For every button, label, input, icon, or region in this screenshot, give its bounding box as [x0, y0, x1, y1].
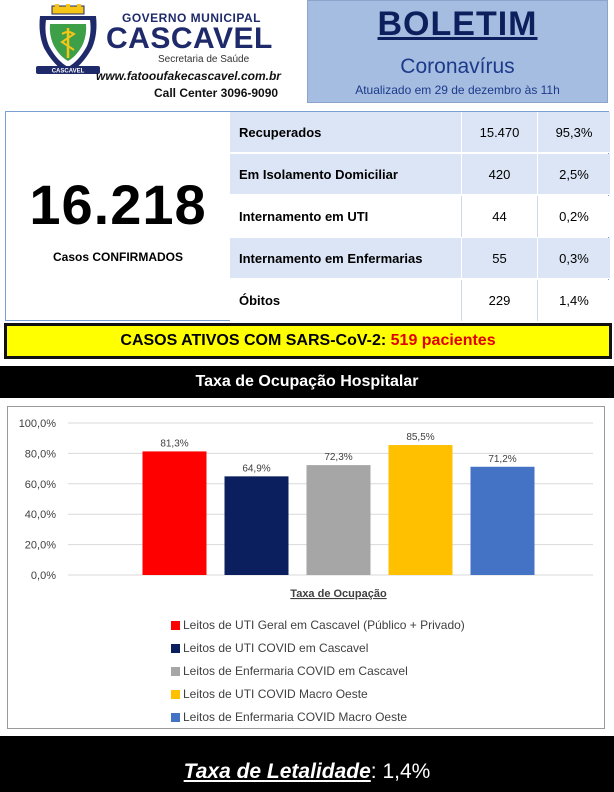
- legend-label: Leitos de UTI Geral em Cascavel (Público…: [183, 618, 465, 632]
- bulletin-updated: Atualizado em 29 de dezembro às 11h: [355, 83, 560, 97]
- chart-area: 0,0% 20,0% 40,0% 60,0% 80,0% 100,0% 81,3% 64,9%…: [0, 398, 614, 736]
- city-name: CASCAVEL: [106, 22, 273, 55]
- row-label: Internamento em UTI: [230, 196, 462, 237]
- y-tick-label: 60,0%: [25, 479, 56, 491]
- data-label: 64,9%: [242, 463, 270, 474]
- row-count: 55: [462, 238, 538, 279]
- y-tick-label: 40,0%: [25, 509, 56, 521]
- legend-swatch: [171, 713, 180, 722]
- department-name: Secretaria de Saúde: [158, 54, 250, 65]
- cases-table: 16.218 Casos CONFIRMADOS Recuperados 15.…: [5, 111, 610, 321]
- confirmed-total: 16.218: [29, 173, 207, 236]
- government-label: GOVERNO MUNICIPAL: [122, 11, 261, 25]
- occupancy-chart: 0,0% 20,0% 40,0% 60,0% 80,0% 100,0% 81,3% 64,9%…: [7, 406, 605, 729]
- website-link[interactable]: www.fatooufakecascavel.com.br: [96, 69, 281, 83]
- active-cases-banner: CASOS ATIVOS COM SARS-CoV-2: 519 pacient…: [4, 323, 612, 359]
- table-row: Em Isolamento Domiciliar 420 2,5%: [230, 154, 610, 195]
- coat-of-arms-icon: CASCAVEL: [36, 4, 100, 75]
- active-cases-label: CASOS ATIVOS COM SARS-CoV-2:: [120, 332, 391, 349]
- lethality-label: Taxa de Letalidade: [183, 760, 371, 783]
- row-count: 44: [462, 196, 538, 237]
- municipal-logo: CASCAVEL GOVERNO MUNICIPAL CASCAVEL Secr…: [30, 2, 300, 106]
- header: CASCAVEL GOVERNO MUNICIPAL CASCAVEL Secr…: [0, 0, 614, 108]
- bar: [306, 465, 371, 575]
- legend-label: Leitos de UTI COVID em Cascavel: [183, 641, 369, 655]
- bar: [388, 445, 453, 575]
- row-label: Em Isolamento Domiciliar: [230, 154, 462, 195]
- table-row: Recuperados 15.470 95,3%: [230, 112, 610, 153]
- active-cases-value: 519 pacientes: [390, 332, 496, 349]
- y-tick-label: 100,0%: [19, 418, 57, 430]
- data-label: 85,5%: [406, 432, 434, 443]
- table-row: Internamento em Enfermarias 55 0,3%: [230, 238, 610, 279]
- bulletin-box: BOLETIM Coronavírus Atualizado em 29 de …: [307, 0, 608, 103]
- legend-label: Leitos de Enfermaria COVID Macro Oeste: [183, 710, 408, 724]
- bulletin-title: BOLETIM: [377, 5, 538, 43]
- row-percent: 0,3%: [559, 251, 589, 266]
- legend-item: Leitos de Enfermaria COVID em Cascavel: [171, 663, 511, 686]
- legend-swatch: [171, 690, 180, 699]
- legend-swatch: [171, 621, 180, 630]
- row-percent: 0,2%: [559, 209, 589, 224]
- bar: [224, 476, 289, 575]
- call-center: Call Center 3096-9090: [154, 86, 279, 100]
- legend-swatch: [171, 644, 180, 653]
- data-label: 72,3%: [324, 452, 352, 463]
- y-tick-label: 20,0%: [25, 540, 56, 552]
- bar-chart: 0,0% 20,0% 40,0% 60,0% 80,0% 100,0% 81,3% 64,9%…: [19, 418, 593, 600]
- crest-banner-text: CASCAVEL: [52, 69, 85, 75]
- chart-legend: Leitos de UTI Geral em Cascavel (Público…: [171, 617, 511, 732]
- bar: [470, 466, 535, 575]
- row-label: Óbitos: [230, 280, 462, 321]
- legend-item: Leitos de Enfermaria COVID Macro Oeste: [171, 709, 511, 732]
- confirmed-label: Casos CONFIRMADOS: [52, 250, 183, 264]
- table-row: Óbitos 229 1,4%: [230, 280, 610, 321]
- row-count: 15.470: [462, 112, 538, 153]
- row-label: Recuperados: [230, 112, 462, 153]
- legend-label: Leitos de Enfermaria COVID em Cascavel: [183, 664, 408, 678]
- chart-heading: Taxa de Ocupação Hospitalar: [0, 366, 614, 398]
- row-label: Internamento em Enfermarias: [230, 238, 462, 279]
- legend-swatch: [171, 667, 180, 676]
- lethality-value: : 1,4%: [370, 760, 431, 783]
- lethality-footer: Taxa de Letalidade: 1,4%: [0, 736, 614, 792]
- data-label: 71,2%: [488, 454, 516, 465]
- row-percent: 1,4%: [559, 293, 589, 308]
- legend-item: Leitos de UTI COVID em Cascavel: [171, 640, 511, 663]
- data-label: 81,3%: [160, 438, 188, 449]
- legend-item: Leitos de UTI COVID Macro Oeste: [171, 686, 511, 709]
- row-percent: 2,5%: [559, 167, 589, 182]
- confirmed-box: 16.218 Casos CONFIRMADOS: [6, 112, 230, 320]
- y-tick-label: 0,0%: [31, 570, 56, 582]
- legend-label: Leitos de UTI COVID Macro Oeste: [183, 687, 368, 701]
- bar: [142, 451, 207, 575]
- y-tick-label: 80,0%: [25, 448, 56, 460]
- legend-item: Leitos de UTI Geral em Cascavel (Público…: [171, 617, 511, 640]
- bulletin-subtitle: Coronavírus: [400, 55, 515, 78]
- row-count: 229: [462, 280, 538, 321]
- row-percent: 95,3%: [555, 125, 593, 140]
- row-count: 420: [462, 154, 538, 195]
- x-axis-title: Taxa de Ocupação: [290, 588, 387, 600]
- table-row: Internamento em UTI 44 0,2%: [230, 196, 610, 237]
